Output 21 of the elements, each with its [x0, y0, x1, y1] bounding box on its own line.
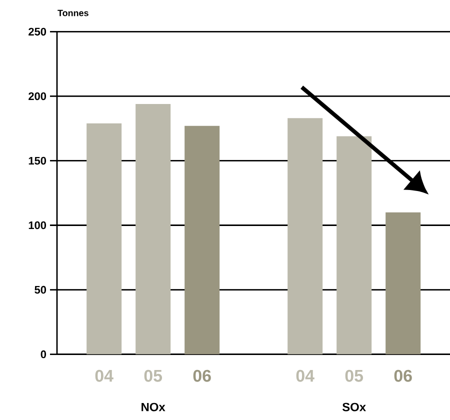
text: 06	[394, 370, 412, 382]
series-label: 04	[95, 370, 114, 382]
y-axis-title: Tonnes	[58, 10, 88, 16]
y-tick-label: 100	[28, 221, 46, 230]
bar	[288, 118, 323, 354]
bar	[136, 104, 171, 354]
y-tick-label: 200	[28, 92, 46, 100]
series-label: 06	[193, 370, 211, 382]
bar	[184, 126, 220, 354]
bar	[386, 212, 421, 354]
bar	[86, 123, 122, 354]
text: 05	[345, 370, 364, 382]
x-tick-label: SOx	[342, 402, 366, 412]
y-tick-label: 50	[34, 286, 46, 294]
x-tick-label: NOx	[142, 402, 166, 412]
series-label: 05	[144, 370, 162, 382]
y-tick-label: 150	[28, 156, 46, 165]
y-tick-label: 0	[40, 350, 46, 358]
y-tick-label: 250	[28, 28, 46, 36]
text: 04	[296, 370, 314, 382]
bar	[336, 136, 372, 354]
